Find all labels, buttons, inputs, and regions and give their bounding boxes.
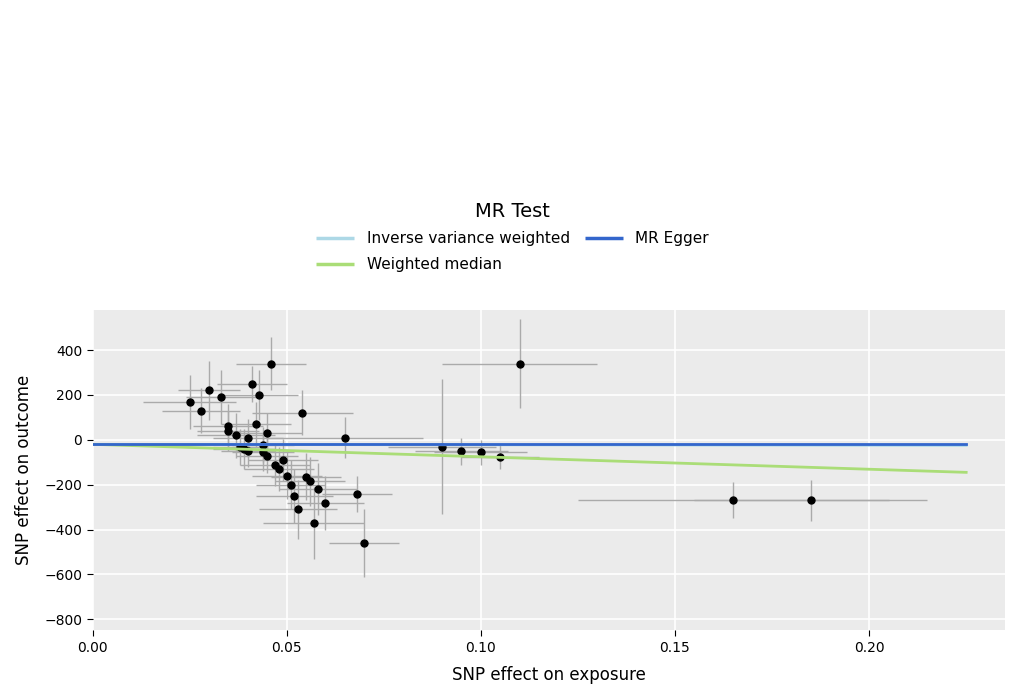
Legend: Inverse variance weighted, Weighted median, MR Egger: Inverse variance weighted, Weighted medi…: [310, 196, 714, 278]
Y-axis label: SNP effect on outcome: SNP effect on outcome: [15, 375, 33, 565]
X-axis label: SNP effect on exposure: SNP effect on exposure: [451, 666, 645, 684]
